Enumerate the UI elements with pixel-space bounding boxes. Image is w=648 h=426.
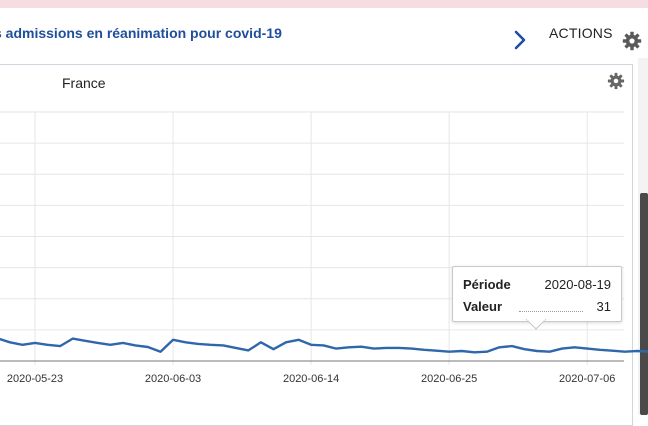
- tooltip-period-value: 2020-08-19: [544, 277, 612, 292]
- x-tick-label: 2020-06-03: [145, 373, 201, 385]
- tooltip-value-label: Valeur: [463, 299, 503, 314]
- chevron-right-icon[interactable]: [513, 30, 527, 55]
- x-tick-label: 2020-06-25: [421, 373, 477, 385]
- chart-grid: [0, 111, 624, 365]
- tooltip-period-label: Période: [463, 277, 511, 292]
- tooltip-pointer: [526, 319, 546, 330]
- data-tooltip: Période 2020-08-19 Valeur 31: [452, 266, 622, 322]
- x-tick-label: 2020-06-14: [283, 373, 339, 385]
- chart-series-title: France: [62, 75, 106, 91]
- gear-icon[interactable]: [607, 72, 625, 95]
- x-tick-label: 2020-07-06: [559, 373, 615, 385]
- tooltip-value-value: 31: [596, 299, 611, 314]
- series-line-france: [0, 337, 648, 354]
- actions-button[interactable]: ACTIONS: [549, 25, 613, 41]
- x-tick-label: 2020-05-23: [7, 373, 63, 385]
- x-axis-labels: 2020-05-23 2020-06-03 2020-06-14 2020-06-25…: [7, 373, 615, 385]
- scrollbar-thumb[interactable]: [640, 193, 648, 415]
- chart-title: s admissions en réanimation pour covid-1…: [0, 25, 282, 41]
- chart-header: s admissions en réanimation pour covid-1…: [0, 8, 648, 58]
- gear-icon[interactable]: [622, 31, 642, 56]
- line-chart: France 2020-05-23 2020-06-03 2020-06-14 202…: [0, 75, 648, 385]
- top-banner-strip: [0, 0, 648, 8]
